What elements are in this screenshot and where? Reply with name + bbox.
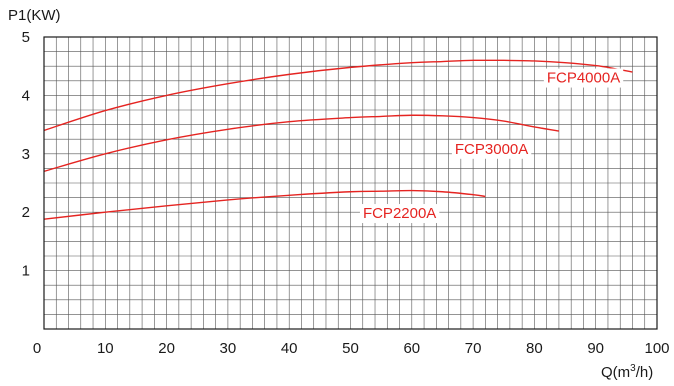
series-line-fcp3000a [43,114,560,172]
x-tick-label: 90 [587,340,604,357]
x-axis-label-tail: /h) [636,364,654,381]
x-tick-labels: 0 10 20 30 40 50 60 70 80 90 100 [33,340,670,357]
series-line-fcp4000a [43,59,633,132]
y-tick-label: 2 [22,204,30,221]
x-tick-label: 100 [644,340,669,357]
y-tick-label: 3 [22,146,30,163]
series-label-fcp2200a: FCP2200A [363,205,436,222]
x-tick-label: 0 [33,340,41,357]
series-line-fcp2200a [43,189,486,220]
series-label-background [451,139,532,159]
x-tick-label: 20 [158,340,175,357]
x-axis-label: Q(m3/h) [601,363,653,381]
series-label-background [543,68,624,88]
y-tick-labels: 1 2 3 4 5 [22,29,30,280]
series-label-fcp4000a: FCP4000A [547,70,620,87]
y-tick-label: 1 [22,263,30,280]
plot-frame [43,36,658,330]
x-axis-label-main: Q(m [601,364,630,381]
series-labels: FCP4000A FCP3000A FCP2200A [359,68,624,224]
x-tick-label: 40 [281,340,298,357]
x-tick-label: 60 [403,340,420,357]
series-label-fcp3000a: FCP3000A [455,141,528,158]
y-axis-label: P1(KW) [8,7,61,24]
y-tick-label: 5 [22,29,30,46]
x-tick-label: 50 [342,340,359,357]
x-tick-label: 30 [220,340,237,357]
x-axis-label-sup: 3 [630,363,636,374]
x-tick-label: 80 [526,340,543,357]
x-tick-label: 10 [97,340,114,357]
y-tick-label: 4 [22,87,30,104]
grid [44,37,657,329]
series-curves [43,59,633,220]
x-tick-label: 70 [465,340,482,357]
series-label-background [359,204,440,224]
